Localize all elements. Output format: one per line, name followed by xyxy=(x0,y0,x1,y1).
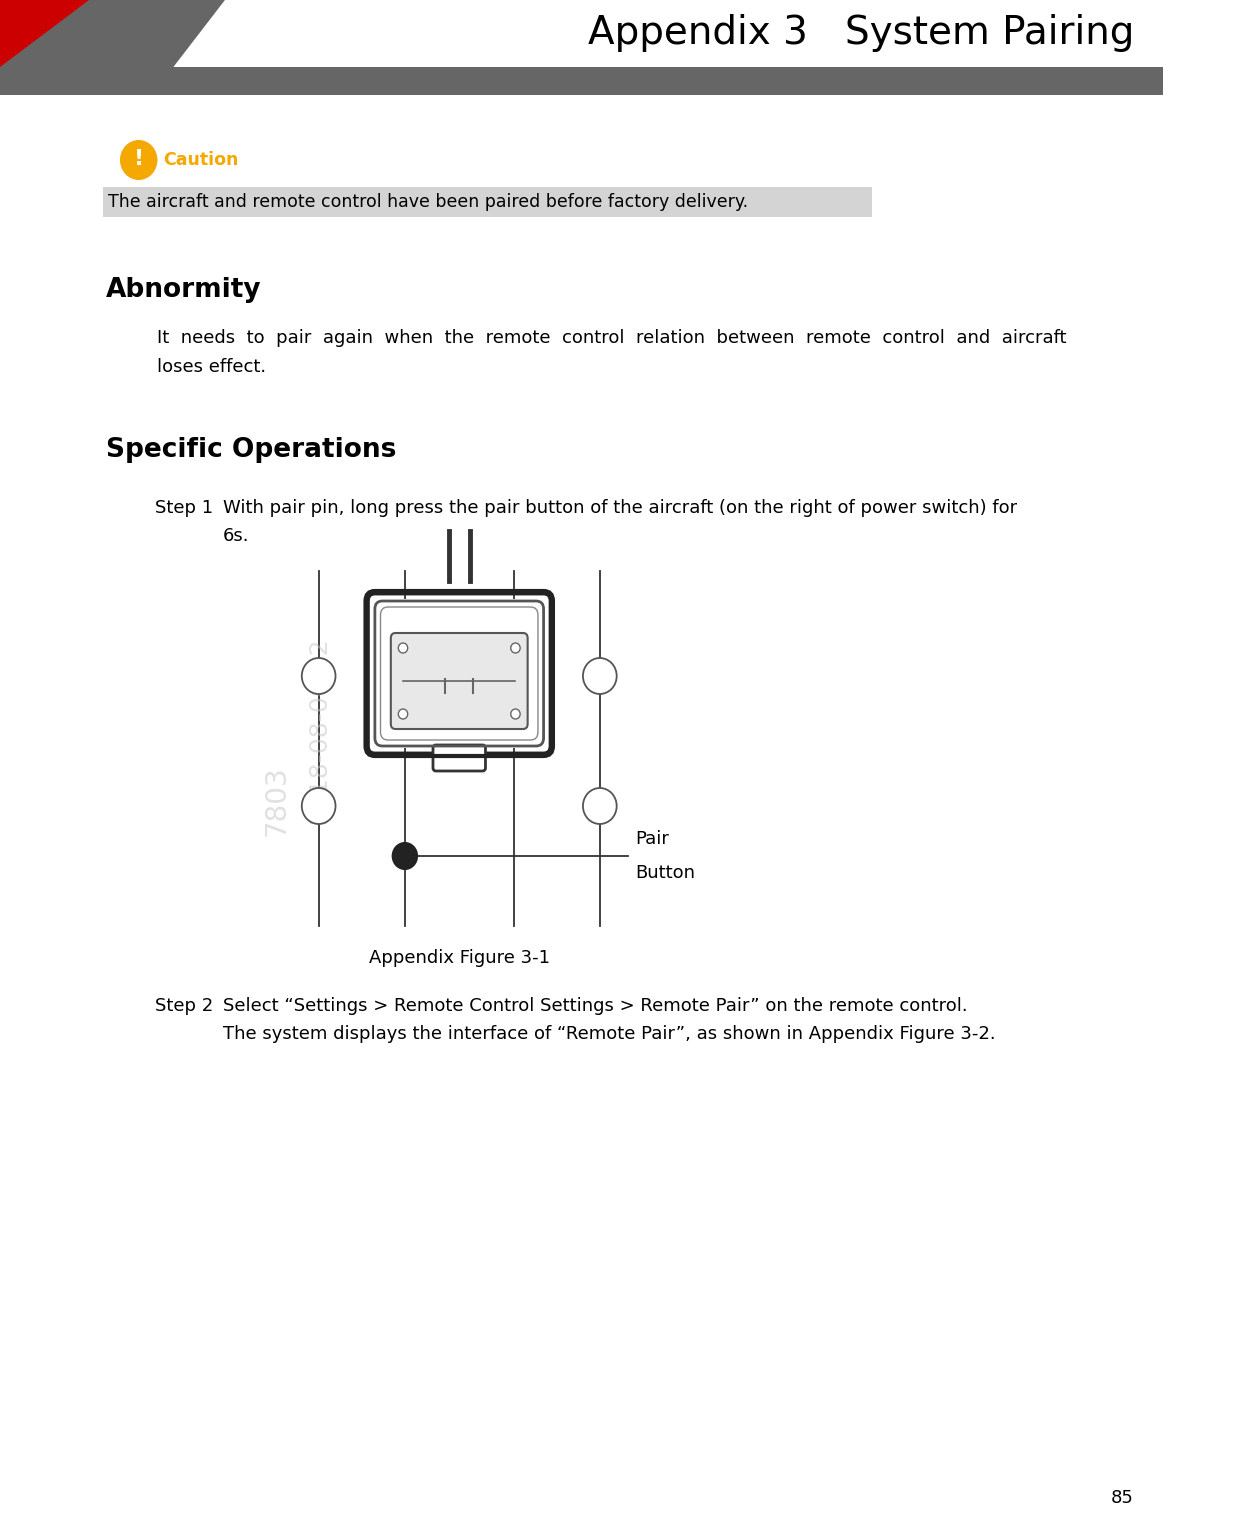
Text: Abnormity: Abnormity xyxy=(105,276,262,302)
Circle shape xyxy=(398,643,408,652)
Circle shape xyxy=(398,709,408,718)
Text: Specific Operations: Specific Operations xyxy=(105,437,396,464)
Text: It  needs  to  pair  again  when  the  remote  control  relation  between  remot: It needs to pair again when the remote c… xyxy=(158,328,1067,347)
Text: Caution: Caution xyxy=(163,150,238,169)
FancyBboxPatch shape xyxy=(433,744,485,771)
Circle shape xyxy=(511,643,520,652)
Bar xyxy=(103,187,871,216)
Polygon shape xyxy=(0,0,225,68)
Circle shape xyxy=(583,787,617,824)
FancyBboxPatch shape xyxy=(374,599,546,748)
Text: Appendix Figure 3-1: Appendix Figure 3-1 xyxy=(369,949,550,967)
Circle shape xyxy=(302,659,335,694)
Circle shape xyxy=(583,659,617,694)
Text: Button: Button xyxy=(635,864,695,883)
FancyBboxPatch shape xyxy=(391,632,527,729)
Text: !: ! xyxy=(134,149,144,169)
Text: Pair: Pair xyxy=(635,830,669,847)
Bar xyxy=(0,68,1163,95)
Text: 6s.: 6s. xyxy=(223,527,249,545)
Text: 7803: 7803 xyxy=(263,766,290,837)
Text: Step 2: Step 2 xyxy=(155,998,213,1015)
Circle shape xyxy=(511,709,520,718)
Text: 85: 85 xyxy=(1111,1489,1134,1507)
Text: Appendix 3   System Pairing: Appendix 3 System Pairing xyxy=(588,14,1134,52)
Circle shape xyxy=(120,140,158,180)
Text: 2018-08-06-02: 2018-08-06-02 xyxy=(307,637,330,824)
Text: The system displays the interface of “Remote Pair”, as shown in Appendix Figure : The system displays the interface of “Re… xyxy=(223,1025,995,1042)
Circle shape xyxy=(392,843,417,869)
Polygon shape xyxy=(0,0,89,68)
Text: loses effect.: loses effect. xyxy=(158,358,267,376)
Text: With pair pin, long press the pair button of the aircraft (on the right of power: With pair pin, long press the pair butto… xyxy=(223,499,1018,517)
Text: Select “Settings > Remote Control Settings > Remote Pair” on the remote control.: Select “Settings > Remote Control Settin… xyxy=(223,998,968,1015)
Text: Step 1: Step 1 xyxy=(155,499,212,517)
Text: The aircraft and remote control have been paired before factory delivery.: The aircraft and remote control have bee… xyxy=(108,193,748,210)
Circle shape xyxy=(302,787,335,824)
